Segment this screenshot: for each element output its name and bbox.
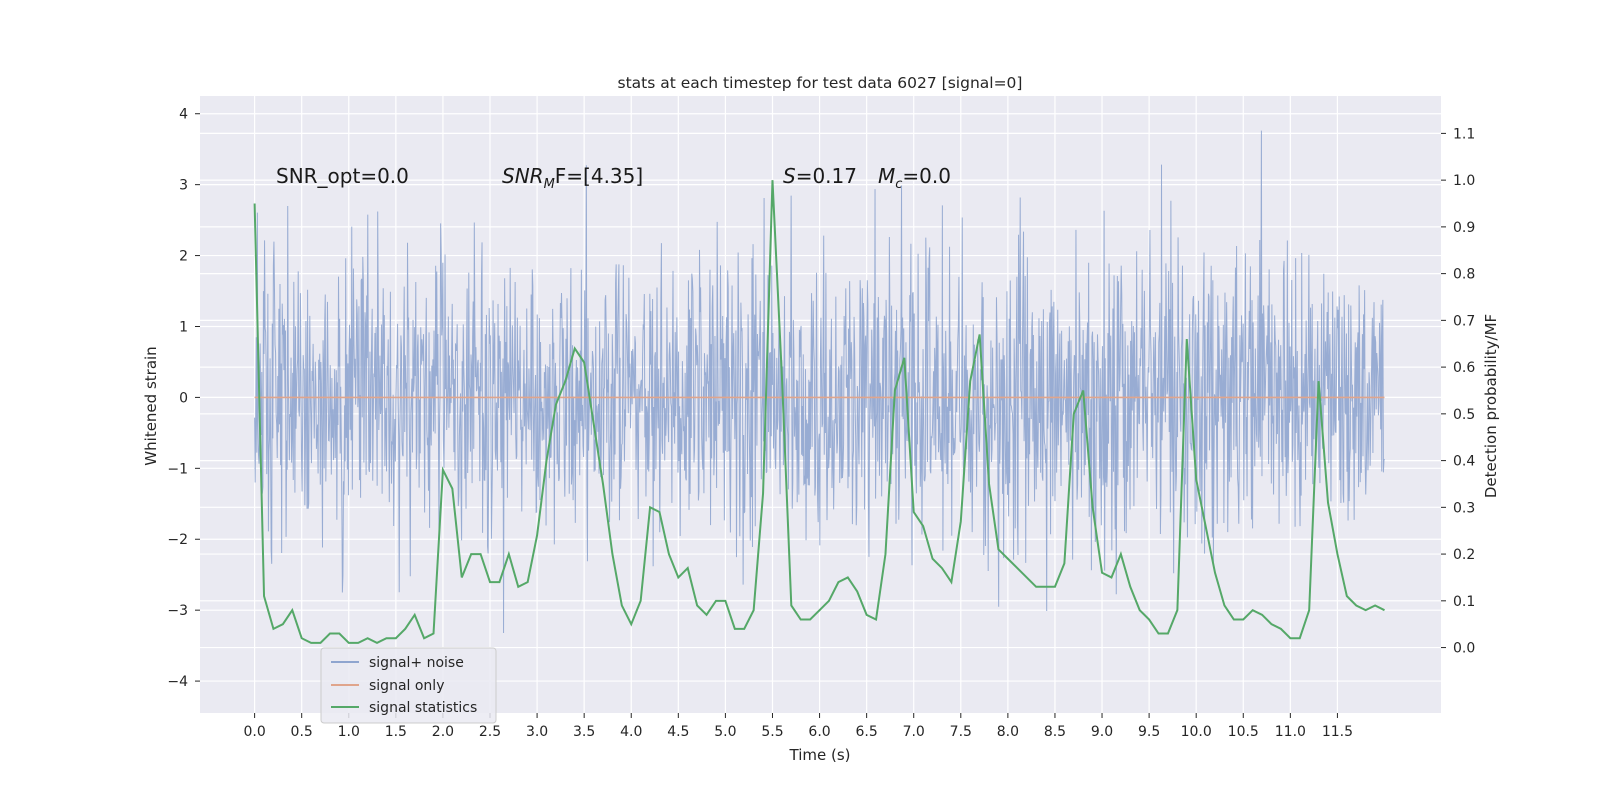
x-tick-label: 6.5 — [856, 724, 878, 740]
annotation-s-symbol: S — [783, 164, 796, 188]
chart-title: stats at each timestep for test data 602… — [618, 74, 1023, 92]
x-tick-label: 2.0 — [432, 724, 454, 740]
x-tick-label: 3.5 — [573, 724, 595, 740]
legend-label-signal-noise: signal+ noise — [369, 655, 464, 671]
x-tick-label: 1.5 — [385, 724, 407, 740]
signal-statistics-series — [253, 180, 1385, 645]
y-tick-label: −2 — [167, 532, 188, 548]
x-tick-label: 6.0 — [808, 724, 830, 740]
x-tick-label: 10.0 — [1181, 724, 1212, 740]
y2-tick-label: 0.5 — [1453, 407, 1475, 423]
y-axis-label: Whitened strain — [142, 346, 160, 465]
annotation-snr-mf-main: SNR — [502, 164, 544, 188]
noise-line — [254, 130, 1385, 634]
x-tick-label: 5.5 — [761, 724, 783, 740]
annotation-mc-symbol: M — [878, 164, 895, 188]
legend: signal+ noise signal only signal statist… — [320, 647, 497, 724]
annotation-mc-value: =0.0 — [902, 164, 951, 188]
y2-tick-label: 0.3 — [1453, 500, 1475, 516]
noise-series — [254, 130, 1385, 634]
y-tick-label: 0 — [179, 390, 188, 406]
annotation-snr-mf: SNRMF=[4.35] — [502, 164, 643, 192]
y2-tick-label: 0.6 — [1453, 360, 1475, 376]
x-tick-label: 0.0 — [243, 724, 265, 740]
y-tick-label: 2 — [179, 249, 188, 265]
y-tick-label: 4 — [179, 107, 188, 123]
annotation-s: S=0.17 — [783, 164, 857, 188]
y2-tick-label: 1.1 — [1453, 126, 1475, 142]
y2-tick-label: 0.7 — [1453, 313, 1475, 329]
legend-label-signal-statistics: signal statistics — [369, 700, 477, 716]
x-tick-label: 5.0 — [714, 724, 736, 740]
annotation-snr-mf-tail: F=[4.35] — [555, 164, 643, 188]
x-tick-label: 11.5 — [1322, 724, 1353, 740]
annotation-s-value: =0.17 — [796, 164, 857, 188]
x-tick-label: 2.5 — [479, 724, 501, 740]
tick-layer: 0.0 0.5 1.0 1.5 2.0 2.5 3.0 3.5 4.0 4.5 5.0 5.5 6.0 6… — [167, 107, 1475, 740]
annotation-mc-sub: c — [895, 177, 902, 192]
x-tick-label: 4.0 — [620, 724, 642, 740]
y2-tick-label: 0.2 — [1453, 547, 1475, 563]
y2-axis-label: Detection probability/MF — [1482, 314, 1500, 498]
y2-tick-label: 0.1 — [1453, 594, 1475, 610]
legend-box — [320, 647, 497, 724]
x-tick-label: 3.0 — [526, 724, 548, 740]
x-tick-label: 11.0 — [1275, 724, 1306, 740]
y2-tick-label: 0.4 — [1453, 454, 1475, 470]
y2-tick-label: 0.9 — [1453, 220, 1475, 236]
x-tick-label: 0.5 — [291, 724, 313, 740]
x-tick-label: 4.5 — [667, 724, 689, 740]
x-tick-label: 9.5 — [1138, 724, 1160, 740]
x-tick-label: 7.0 — [903, 724, 925, 740]
x-tick-label: 9.0 — [1091, 724, 1113, 740]
y2-tick-label: 1.0 — [1453, 173, 1475, 189]
x-tick-label: 8.0 — [997, 724, 1019, 740]
y2-tick-label: 0.8 — [1453, 267, 1475, 283]
signal-statistics-line — [253, 180, 1385, 645]
y-tick-label: −4 — [167, 674, 188, 690]
y-tick-label: 1 — [179, 319, 188, 335]
annotation-snr-opt: SNR_opt=0.0 — [276, 164, 409, 188]
x-tick-label: 1.0 — [338, 724, 360, 740]
y2-tick-label: 0.0 — [1453, 641, 1475, 657]
annotation-snr-mf-sub: M — [544, 177, 555, 192]
y-tick-label: 3 — [179, 178, 188, 194]
y-tick-label: −1 — [167, 461, 188, 477]
x-tick-label: 10.5 — [1228, 724, 1259, 740]
x-axis-label: Time (s) — [789, 746, 851, 764]
legend-label-signal-only: signal only — [369, 678, 444, 694]
y-tick-label: −3 — [167, 603, 188, 619]
x-tick-label: 7.5 — [950, 724, 972, 740]
x-tick-label: 8.5 — [1044, 724, 1066, 740]
annotation-mc: Mc=0.0 — [878, 164, 951, 192]
